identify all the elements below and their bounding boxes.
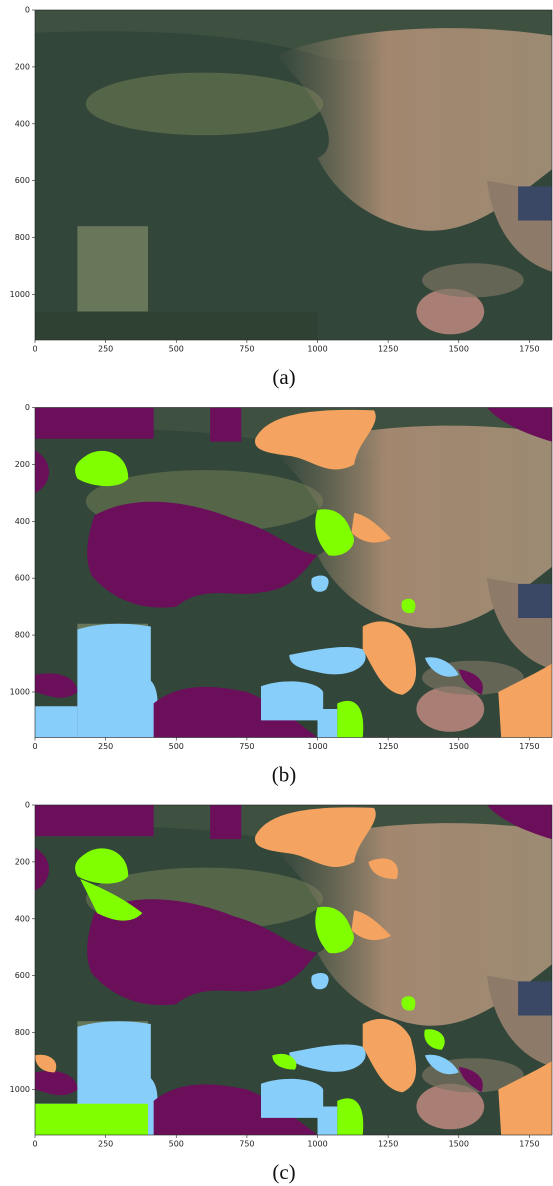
x-tick-label: 0 [32, 742, 37, 751]
y-tick-label: 1000 [10, 687, 30, 696]
panel: 0 250 500 750 1000 1250 1500 1750 0 200 400 600 800 1… [10, 6, 552, 389]
y-tick-label: 800 [15, 1028, 30, 1037]
x-tick-label: 1250 [378, 742, 398, 751]
x-tick-label: 1000 [307, 345, 327, 354]
y-tick-label: 200 [15, 857, 30, 866]
x-tick-label: 1750 [519, 742, 539, 751]
y-tick-label: 800 [15, 233, 30, 242]
x-tick-label: 750 [239, 742, 254, 751]
panel: 0 250 500 750 1000 1250 1500 1750 0 200 400 600 800 1… [10, 403, 552, 786]
y-tick-label: 1000 [10, 1085, 30, 1094]
x-tick-label: 1250 [378, 345, 398, 354]
x-tick-label: 1000 [307, 1140, 327, 1149]
x-tick-label: 1750 [519, 1140, 539, 1149]
x-tick-label: 750 [239, 345, 254, 354]
satellite-image [35, 408, 552, 738]
x-tick-label: 250 [98, 345, 113, 354]
x-tick-label: 1500 [449, 345, 469, 354]
y-tick-label: 400 [15, 119, 30, 128]
y-tick-label: 400 [15, 914, 30, 923]
y-tick-label: 600 [15, 176, 30, 185]
x-tick-label: 1750 [519, 345, 539, 354]
x-tick-label: 1500 [449, 1140, 469, 1149]
satellite-image [35, 805, 552, 1135]
y-tick-label: 0 [25, 403, 30, 412]
y-tick-label: 800 [15, 631, 30, 640]
x-tick-label: 250 [98, 1140, 113, 1149]
x-tick-label: 500 [169, 345, 184, 354]
y-tick-label: 200 [15, 460, 30, 469]
x-tick-label: 1250 [378, 1140, 398, 1149]
x-tick-label: 0 [32, 1140, 37, 1149]
y-tick-label: 0 [25, 6, 30, 15]
y-tick-label: 600 [15, 574, 30, 583]
panel-caption: (b) [272, 762, 297, 786]
x-tick-label: 500 [169, 1140, 184, 1149]
figure: 0 250 500 750 1000 1250 1500 1750 0 200 400 600 800 1… [0, 0, 553, 1186]
x-tick-label: 500 [169, 742, 184, 751]
y-tick-label: 600 [15, 971, 30, 980]
x-tick-label: 1000 [307, 742, 327, 751]
x-tick-label: 750 [239, 1140, 254, 1149]
x-tick-label: 250 [98, 742, 113, 751]
satellite-image [35, 10, 552, 340]
y-tick-label: 400 [15, 517, 30, 526]
y-tick-label: 200 [15, 62, 30, 71]
panel-caption: (a) [272, 365, 295, 389]
y-tick-label: 0 [25, 801, 30, 810]
panel-caption: (c) [272, 1160, 295, 1184]
y-tick-label: 1000 [10, 290, 30, 299]
panel: 0 250 500 750 1000 1250 1500 1750 0 200 400 600 800 1… [10, 801, 552, 1184]
x-tick-label: 0 [32, 345, 37, 354]
x-tick-label: 1500 [449, 742, 469, 751]
